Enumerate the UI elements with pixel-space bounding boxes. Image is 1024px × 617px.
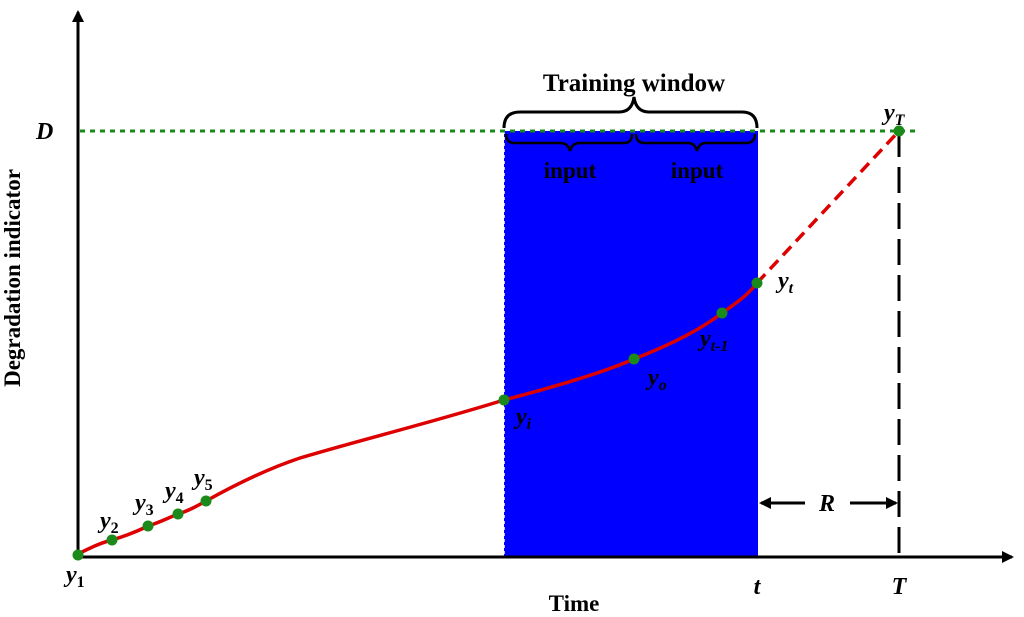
point-y2 (106, 534, 118, 546)
input-label-right: input (671, 158, 724, 183)
y-axis-label: Degradation indicator (0, 169, 25, 387)
point-y4 (172, 508, 184, 520)
label-y5: y5 (191, 465, 213, 494)
label-yt1: yt-1 (697, 326, 728, 355)
point-y3 (142, 520, 154, 532)
rul-label: R (818, 491, 835, 517)
input-brace-right (634, 133, 757, 152)
tick-label-T: T (892, 574, 908, 600)
x-axis-label: Time (549, 591, 600, 616)
degradation-curve-extrapolated (755, 129, 901, 285)
input-brace-left (504, 133, 634, 152)
point-yo (628, 353, 640, 365)
label-yo: yo (645, 365, 667, 394)
input-label-left: input (544, 158, 597, 183)
point-y1 (72, 549, 84, 561)
label-yt: yt (775, 268, 794, 297)
point-yT (893, 125, 905, 137)
training-window-region (504, 131, 758, 557)
point-yt (751, 277, 763, 289)
threshold-label: D (35, 119, 53, 145)
tick-label-t: t (754, 574, 762, 600)
label-yT: yT (881, 100, 906, 129)
point-yi (498, 394, 510, 406)
training-window-label: Training window (543, 70, 725, 97)
training-window-brace (502, 96, 759, 129)
degradation-curve (77, 281, 759, 556)
point-y5 (200, 495, 212, 507)
label-yi: yi (513, 404, 532, 433)
label-y3: y3 (132, 490, 154, 519)
label-y4: y4 (162, 478, 184, 507)
label-y1: y1 (63, 562, 85, 591)
point-yt1 (716, 307, 728, 319)
label-y2: y2 (97, 508, 119, 537)
